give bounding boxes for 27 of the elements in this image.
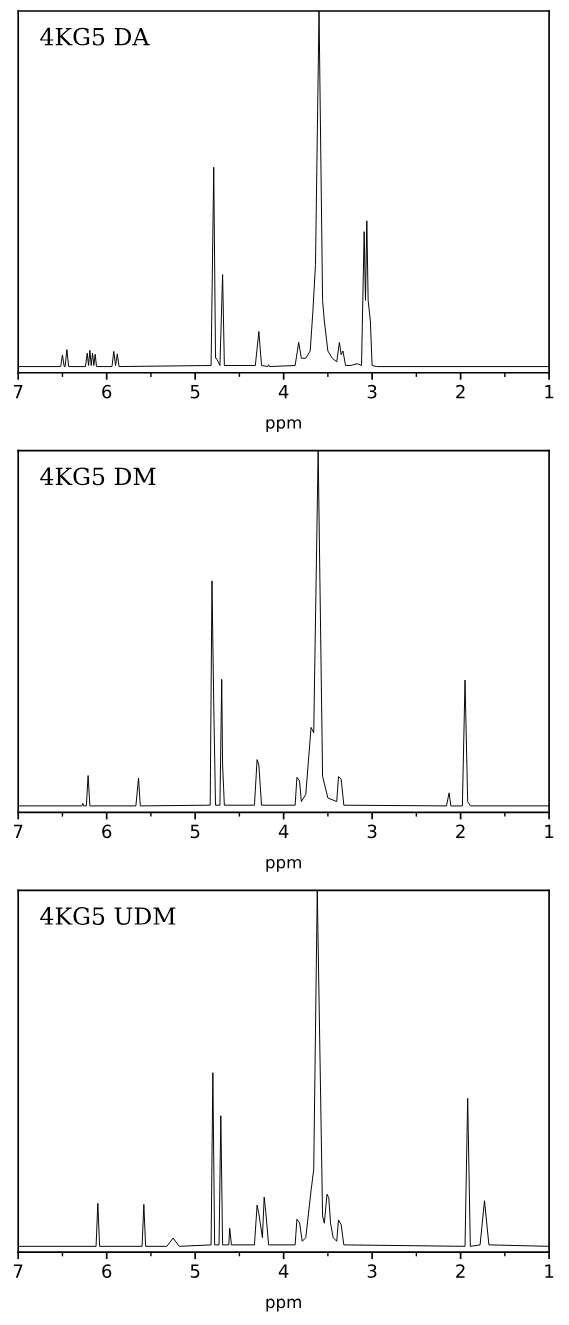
x-tick-label: 6: [102, 824, 112, 839]
x-tick-label: 1: [545, 385, 554, 399]
x-tick-label: 3: [367, 384, 377, 399]
text: 4KG5 UDM: [40, 907, 176, 925]
x-axis-title: ppm: [266, 858, 301, 872]
x-axis-title: ppm: [266, 419, 301, 433]
x-tick-label: 7: [13, 385, 23, 399]
x-tick-label: 4: [278, 1264, 289, 1278]
x-tick-label: 4: [278, 385, 289, 399]
x-tick-label: 7: [13, 824, 23, 838]
x-tick-label: 5: [190, 824, 200, 839]
x-tick-label: 2: [456, 384, 465, 399]
x-tick-label: 7: [13, 1264, 23, 1278]
text: 4KG5 DA: [40, 27, 150, 46]
x-tick-label: 3: [367, 1264, 377, 1278]
x-tick-label: 2: [456, 1264, 465, 1278]
x-tick-label: 5: [190, 1264, 200, 1278]
x-tick-label: 3: [367, 824, 377, 839]
x-tick-label: 2: [456, 824, 465, 838]
x-tick-label: 6: [102, 384, 112, 399]
x-tick-label: 1: [545, 824, 554, 838]
x-tick-label: 6: [102, 1264, 112, 1278]
x-tick-label: 4: [278, 824, 289, 838]
x-axis-title: ppm: [266, 1298, 301, 1312]
text: 4KG5 DM: [40, 467, 156, 486]
x-tick-label: 5: [190, 385, 200, 399]
x-tick-label: 1: [545, 1264, 554, 1278]
